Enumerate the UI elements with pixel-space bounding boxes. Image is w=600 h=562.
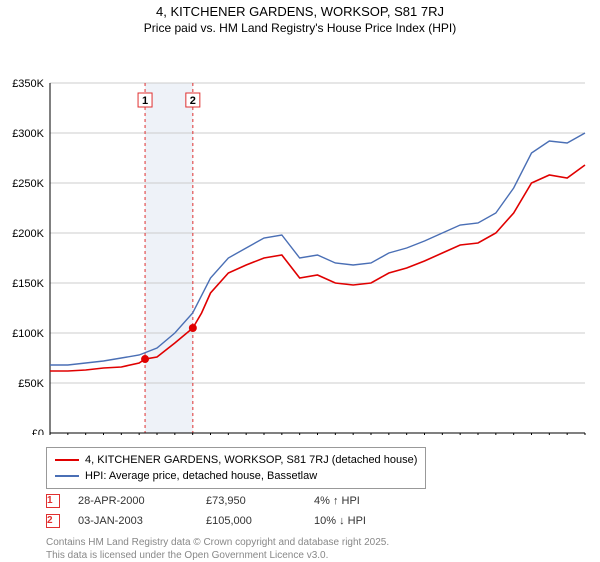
legend-label: HPI: Average price, detached house, Bass… (85, 468, 317, 484)
sale-price: £73,950 (206, 495, 296, 507)
legend-line-sample (55, 475, 79, 477)
chart-container: 4, KITCHENER GARDENS, WORKSOP, S81 7RJ P… (0, 0, 600, 560)
footnote: Contains HM Land Registry data © Crown c… (46, 536, 389, 562)
chart-subtitle: Price paid vs. HM Land Registry's House … (0, 21, 600, 35)
svg-text:£250K: £250K (12, 178, 44, 190)
legend-row: 4, KITCHENER GARDENS, WORKSOP, S81 7RJ (… (55, 452, 417, 468)
sale-date: 28-APR-2000 (78, 495, 188, 507)
svg-text:£150K: £150K (12, 278, 44, 290)
legend: 4, KITCHENER GARDENS, WORKSOP, S81 7RJ (… (46, 447, 426, 489)
sales-row: 1 28-APR-2000 £73,950 4% ↑ HPI (46, 494, 366, 508)
svg-text:2: 2 (190, 95, 196, 107)
sale-price: £105,000 (206, 515, 296, 527)
sale-delta: 4% ↑ HPI (314, 495, 360, 507)
sale-marker-icon: 1 (46, 494, 60, 508)
svg-text:£350K: £350K (12, 78, 44, 90)
chart-svg: £0£50K£100K£150K£200K£250K£300K£350K1995… (0, 35, 600, 435)
svg-text:£0: £0 (32, 428, 44, 435)
sale-delta: 10% ↓ HPI (314, 515, 366, 527)
sales-table: 1 28-APR-2000 £73,950 4% ↑ HPI 2 03-JAN-2003 £… (46, 494, 366, 534)
svg-text:£300K: £300K (12, 128, 44, 140)
footnote-line2: This data is licensed under the Open Gov… (46, 549, 389, 562)
svg-text:£50K: £50K (18, 378, 44, 390)
legend-line-sample (55, 459, 79, 461)
chart-title: 4, KITCHENER GARDENS, WORKSOP, S81 7RJ (0, 4, 600, 19)
svg-text:£200K: £200K (12, 228, 44, 240)
sales-row: 2 03-JAN-2003 £105,000 10% ↓ HPI (46, 514, 366, 528)
legend-row: HPI: Average price, detached house, Bass… (55, 468, 417, 484)
sale-date: 03-JAN-2003 (78, 515, 188, 527)
footnote-line1: Contains HM Land Registry data © Crown c… (46, 536, 389, 549)
legend-label: 4, KITCHENER GARDENS, WORKSOP, S81 7RJ (… (85, 452, 417, 468)
sale-marker-icon: 2 (46, 514, 60, 528)
svg-text:£100K: £100K (12, 328, 44, 340)
svg-text:1: 1 (142, 95, 148, 107)
